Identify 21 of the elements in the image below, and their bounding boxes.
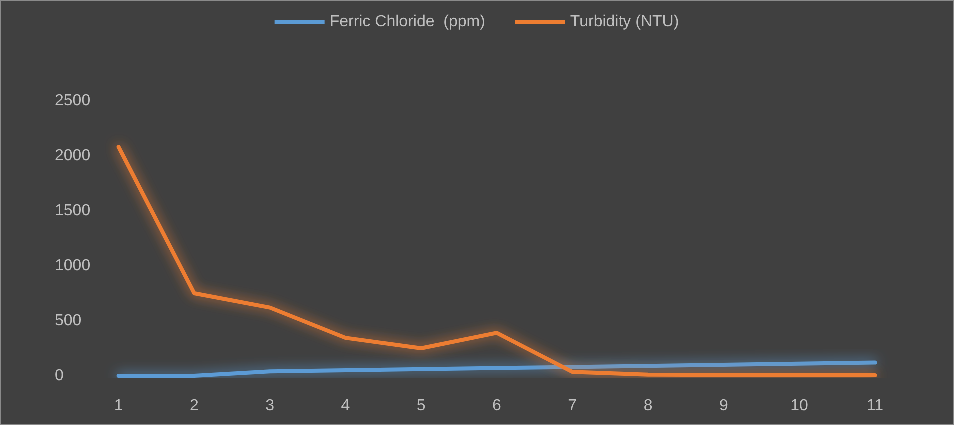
line-series bbox=[116, 145, 878, 378]
x-tick-label: 9 bbox=[719, 398, 728, 414]
x-tick-label: 6 bbox=[492, 398, 502, 414]
x-tick-label: 8 bbox=[644, 398, 653, 414]
x-tick-label: 2 bbox=[190, 398, 199, 414]
legend-label: Turbidity (NTU) bbox=[570, 14, 680, 30]
y-tick-label: 500 bbox=[55, 312, 82, 330]
y-tick-label: 1000 bbox=[55, 258, 91, 274]
y-tick-label: 1500 bbox=[55, 202, 91, 220]
x-tick-label: 11 bbox=[866, 398, 884, 414]
y-tick-label: 0 bbox=[55, 368, 64, 384]
line-series bbox=[116, 360, 878, 378]
x-tick-label: 3 bbox=[266, 398, 275, 414]
x-tick-label: 10 bbox=[790, 398, 809, 414]
x-tick-label: 5 bbox=[416, 398, 426, 414]
x-tick-label: 7 bbox=[568, 398, 578, 414]
y-tick-label: 2500 bbox=[55, 92, 91, 110]
x-tick-label: 1 bbox=[114, 398, 124, 414]
y-tick-label: 2000 bbox=[55, 148, 91, 164]
x-tick-label: 4 bbox=[341, 398, 350, 414]
legend-label: Ferric Chloride (ppm) bbox=[330, 14, 486, 30]
